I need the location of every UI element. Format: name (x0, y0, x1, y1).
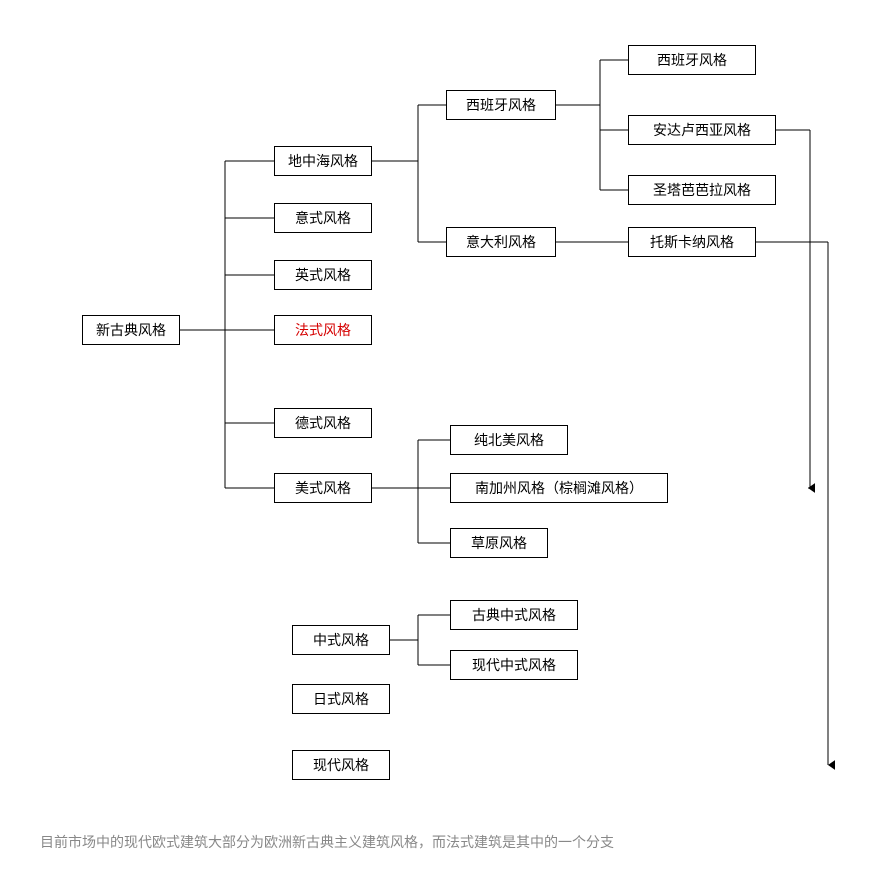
node-italy: 意式风格 (274, 203, 372, 233)
node-purena: 纯北美风格 (450, 425, 568, 455)
node-andalusia: 安达卢西亚风格 (628, 115, 776, 145)
caption-text: 目前市场中的现代欧式建筑大部分为欧洲新古典主义建筑风格，而法式建筑是其中的一个分… (40, 832, 614, 852)
node-american: 美式风格 (274, 473, 372, 503)
node-modern: 现代风格 (292, 750, 390, 780)
node-japanese: 日式风格 (292, 684, 390, 714)
node-english: 英式风格 (274, 260, 372, 290)
node-root: 新古典风格 (82, 315, 180, 345)
node-spanish2: 西班牙风格 (628, 45, 756, 75)
node-italian2: 意大利风格 (446, 227, 556, 257)
node-santabarbara: 圣塔芭芭拉风格 (628, 175, 776, 205)
node-classiccn: 古典中式风格 (450, 600, 578, 630)
node-chinese: 中式风格 (292, 625, 390, 655)
node-german: 德式风格 (274, 408, 372, 438)
node-med: 地中海风格 (274, 146, 372, 176)
node-moderncn: 现代中式风格 (450, 650, 578, 680)
node-prairie: 草原风格 (450, 528, 548, 558)
diagram-canvas: 目前市场中的现代欧式建筑大部分为欧洲新古典主义建筑风格，而法式建筑是其中的一个分… (0, 0, 880, 880)
node-tuscany: 托斯卡纳风格 (628, 227, 756, 257)
node-spanish: 西班牙风格 (446, 90, 556, 120)
node-socal: 南加州风格（棕榈滩风格） (450, 473, 668, 503)
node-french: 法式风格 (274, 315, 372, 345)
